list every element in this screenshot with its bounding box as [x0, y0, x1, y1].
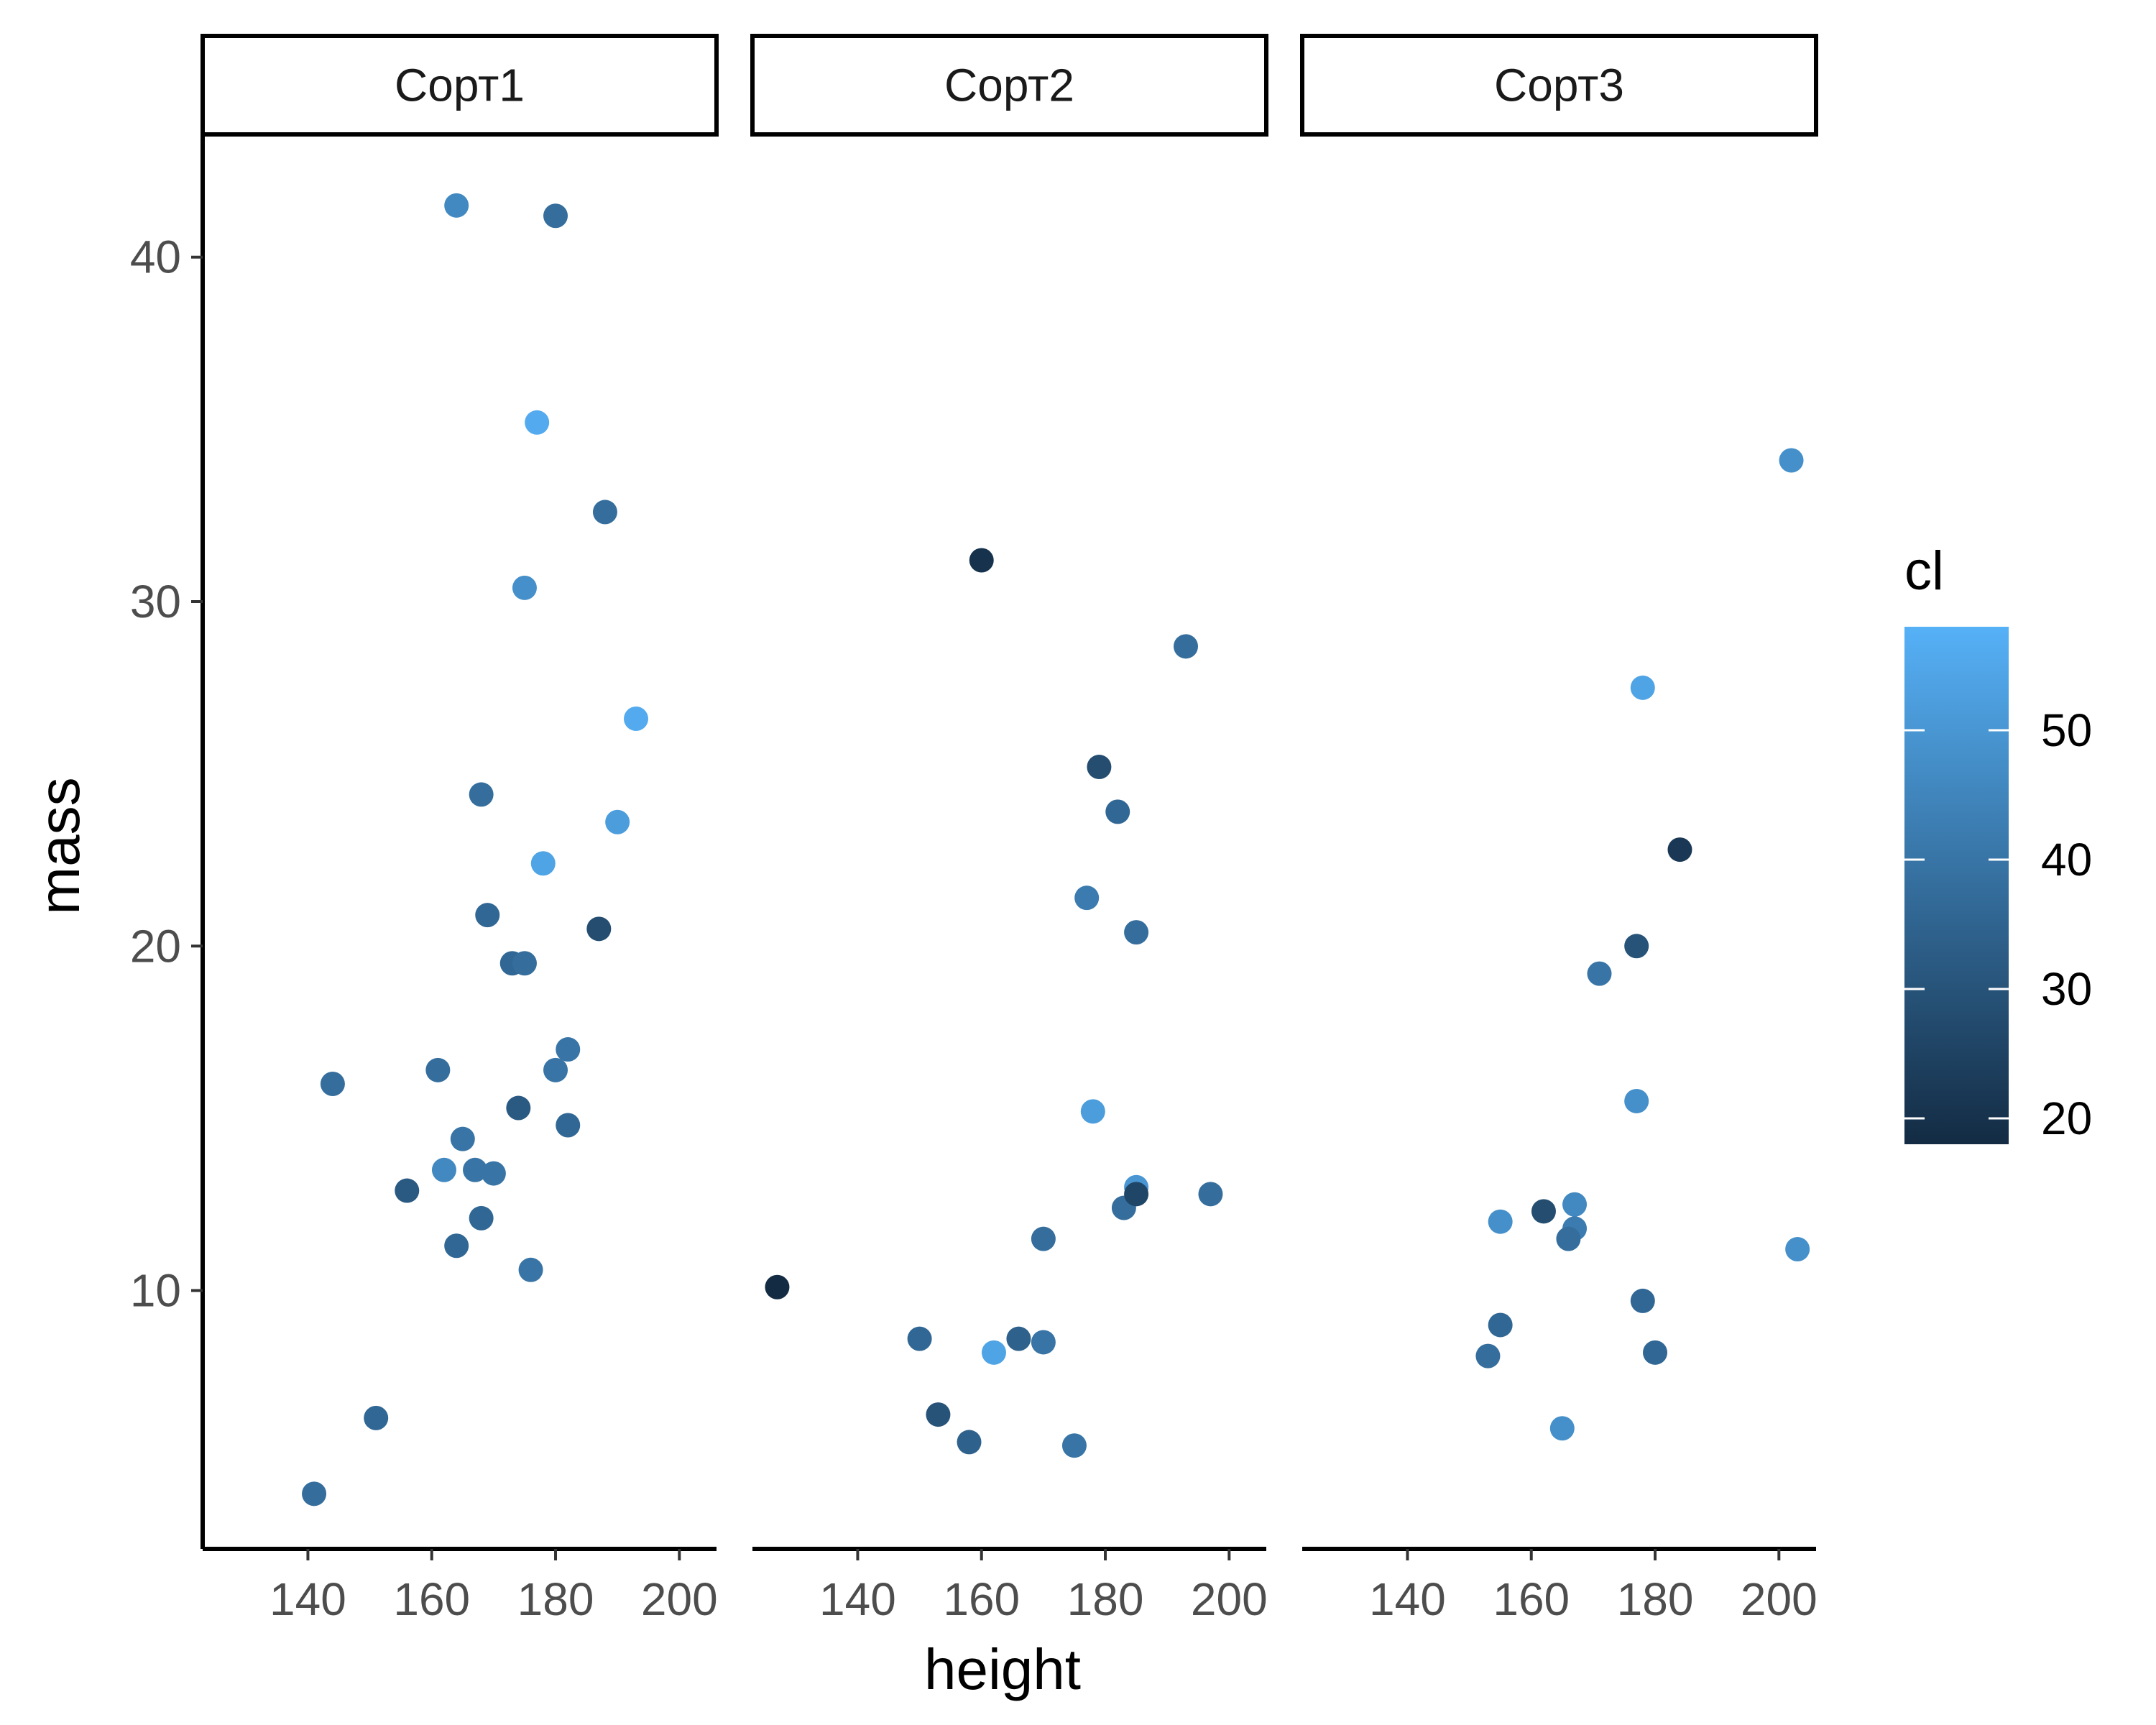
x-tick-label: 200	[1741, 1573, 1818, 1625]
scatter-point	[469, 1205, 494, 1230]
scatter-point	[1630, 1288, 1655, 1313]
scatter-point	[1785, 1237, 1810, 1262]
scatter-point	[469, 782, 494, 807]
scatter-point	[518, 1257, 543, 1282]
facet-strip-label: Сорт2	[944, 60, 1074, 111]
scatter-point	[543, 1057, 568, 1082]
scatter-point	[605, 809, 630, 834]
scatter-point	[506, 1095, 531, 1121]
scatter-point	[1562, 1192, 1588, 1217]
scatter-point	[1488, 1209, 1513, 1234]
scatter-point	[431, 1157, 456, 1182]
x-tick-label: 180	[1617, 1573, 1694, 1625]
color-legend: cl 20 30 40 50	[1904, 540, 2092, 1144]
legend-tick-label: 30	[2041, 963, 2092, 1015]
scatter-point	[450, 1126, 475, 1151]
scatter-point	[1624, 934, 1649, 959]
legend-tick-label: 40	[2041, 834, 2092, 886]
scatter-point	[475, 903, 500, 928]
facet-strip	[201, 34, 719, 137]
scatter-point	[1556, 1226, 1581, 1251]
scatter-point	[1124, 1182, 1149, 1207]
scatter-point	[481, 1161, 506, 1186]
legend-colorbar	[1904, 627, 2009, 1144]
x-tick-label: 160	[943, 1573, 1020, 1625]
scatter-point	[1105, 799, 1130, 824]
y-tick-label: 10	[130, 1265, 181, 1317]
scatter-point	[765, 1274, 790, 1300]
scatter-point	[512, 951, 537, 976]
scatter-point	[1587, 961, 1612, 986]
legend-tick-label: 20	[2041, 1092, 2092, 1144]
scatter-point	[463, 1157, 488, 1182]
scatter-point	[425, 1057, 451, 1082]
scatter-point	[543, 203, 568, 229]
scatter-point	[302, 1481, 327, 1506]
legend-ticks: 20 30 40 50	[1904, 704, 2092, 1144]
scatter-point	[1643, 1340, 1668, 1365]
scatter-point	[444, 1233, 469, 1259]
x-tick-label: 200	[1191, 1573, 1268, 1625]
facet-panel-3: Сорт3 140 160 180 200	[1300, 34, 1818, 1625]
scatter-point	[1779, 448, 1804, 473]
facet-panel-2: Сорт2 140 160 180 200	[750, 34, 1268, 1625]
scatter-point	[320, 1071, 345, 1096]
scatter-point	[1031, 1330, 1056, 1355]
scatter-point	[1031, 1226, 1056, 1251]
x-tick-label: 160	[1493, 1573, 1570, 1625]
scatter-point	[1198, 1182, 1223, 1207]
facet-panels: Сорт1 140 160 180 200 10 20 30 40 Сорт2 140 160 180 2…	[130, 34, 1818, 1625]
scatter-point	[530, 851, 556, 876]
scatter-point	[969, 548, 994, 573]
scatter-point	[1061, 1433, 1087, 1458]
scatter-point	[624, 706, 649, 731]
x-tick-label: 140	[1369, 1573, 1446, 1625]
y-axis-title: mass	[27, 777, 91, 914]
facet-strip	[1300, 34, 1818, 137]
scatter-point	[1080, 1099, 1105, 1124]
x-axis-title: height	[924, 1637, 1081, 1701]
y-tick-label: 40	[130, 231, 181, 283]
scatter-point	[1074, 886, 1100, 911]
scatter-point	[592, 500, 617, 525]
scatter-point	[586, 916, 612, 942]
x-tick-label: 180	[517, 1573, 594, 1625]
x-tick-label: 160	[393, 1573, 470, 1625]
x-tick-label: 140	[819, 1573, 896, 1625]
scatter-point	[907, 1326, 932, 1351]
scatter-point	[525, 410, 550, 435]
scatter-point	[1087, 755, 1112, 780]
scatter-point	[1531, 1199, 1556, 1224]
x-tick-label: 140	[270, 1573, 346, 1625]
scatter-point	[1549, 1416, 1575, 1441]
y-tick-label: 20	[130, 920, 181, 972]
facet-panel-1: Сорт1 140 160 180 200 10 20 30 40	[130, 34, 719, 1625]
scatter-point	[556, 1113, 581, 1138]
scatter-point	[981, 1340, 1006, 1365]
scatter-point	[1630, 675, 1655, 700]
scatter-point	[1475, 1343, 1501, 1368]
scatter-point	[395, 1178, 420, 1203]
scatter-point	[1124, 920, 1149, 945]
scatter-point	[512, 575, 537, 600]
x-tick-label: 180	[1067, 1573, 1144, 1625]
scatter-point	[556, 1037, 581, 1062]
scatter-point	[926, 1402, 951, 1427]
scatter-point	[957, 1430, 982, 1455]
scatter-point	[444, 193, 469, 218]
facet-strip	[750, 34, 1268, 137]
legend-tick-label: 50	[2041, 704, 2092, 756]
scatter-point	[1174, 634, 1199, 659]
scatter-point	[1667, 837, 1692, 862]
y-tick-label: 30	[130, 576, 181, 627]
scatter-point	[1006, 1326, 1031, 1351]
scatter-point	[1488, 1312, 1513, 1338]
x-tick-label: 200	[641, 1573, 718, 1625]
facet-strip-label: Сорт3	[1494, 60, 1624, 111]
scatter-point	[1624, 1088, 1649, 1113]
scatter-point	[364, 1405, 389, 1430]
legend-title: cl	[1904, 540, 1944, 602]
facet-strip-label: Сорт1	[395, 60, 525, 111]
